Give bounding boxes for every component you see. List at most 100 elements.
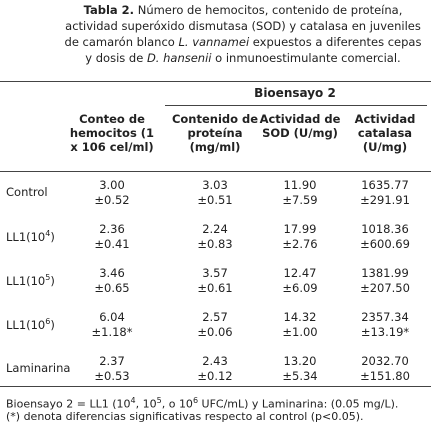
cell: 17.99 ±2.76: [256, 222, 344, 252]
footnote-text: , 10: [135, 397, 157, 411]
footnote: (*) denota diferencias significativas re…: [6, 410, 364, 423]
footnote-sup: 4: [130, 396, 136, 405]
cell-sd: ±0.12: [197, 369, 233, 383]
caption-species: D. hansenii: [146, 51, 212, 65]
caption-text: o inmunoestimulante comercial.: [211, 51, 401, 65]
footnote-sup: 5: [156, 396, 162, 405]
cell: 2.37 ±0.53: [68, 354, 156, 384]
cell: 2.57 ±0.06: [171, 310, 259, 340]
cell-sd: ±13.19*: [360, 325, 410, 339]
cell-mean: 13.20: [283, 354, 317, 368]
caption-text: expuestos a diferentes cepas y dosis de: [85, 35, 422, 65]
row-label: LL1(106): [6, 317, 55, 332]
column-header: Conteo de hemocitos (1 x 106 cel/ml): [69, 112, 155, 154]
row-label-sup: 6: [45, 317, 51, 326]
column-header: Actividad de SOD (U/mg): [259, 112, 341, 140]
cell-sd: ±0.61: [197, 281, 233, 295]
row-label: LL1(104): [6, 229, 55, 244]
row-label-text: Control: [6, 185, 48, 199]
footnote-text: , o 10: [161, 397, 193, 411]
cell: 12.47 ±6.09: [256, 266, 344, 296]
cell: 14.32 ±1.00: [256, 310, 344, 340]
row-label: LL1(105): [6, 273, 55, 288]
footnote-text: UFC/mL) y Laminarina: (0.05 mg/L).: [198, 397, 399, 411]
row-label-text: LL1(10: [6, 229, 46, 244]
cell-mean: 3.46: [99, 266, 125, 280]
row-label-text: ): [50, 317, 55, 332]
cell-mean: 3.57: [202, 266, 228, 280]
row-label-text: ): [50, 229, 55, 244]
row-label-text: ): [50, 273, 55, 288]
cell: 3.57 ±0.61: [171, 266, 259, 296]
cell-mean: 2.36: [99, 222, 125, 236]
cell-mean: 14.32: [283, 310, 317, 324]
row-label: Control: [6, 185, 48, 199]
cell: 2.24 ±0.83: [171, 222, 259, 252]
cell: 3.03 ±0.51: [171, 178, 259, 208]
cell-mean: 1635.77: [361, 178, 409, 192]
cell-mean: 17.99: [283, 222, 317, 236]
cell-sd: ±0.53: [94, 369, 130, 383]
header-rule: [0, 171, 431, 172]
cell: 2.36 ±0.41: [68, 222, 156, 252]
cell: 13.20 ±5.34: [256, 354, 344, 384]
cell-sd: ±0.83: [197, 237, 233, 251]
cell-sd: ±600.69: [360, 237, 410, 251]
row-label-sup: 4: [45, 229, 51, 238]
group-header: Bioensayo 2: [254, 86, 336, 100]
cell-sd: ±1.18*: [91, 325, 133, 339]
cell-mean: 11.90: [283, 178, 317, 192]
footnote-sup: 6: [192, 396, 199, 405]
cell: 3.00 ±0.52: [68, 178, 156, 208]
cell: 2357.34 ±13.19*: [341, 310, 429, 340]
caption-species: L. vannamei: [178, 35, 250, 49]
group-rule: [165, 105, 427, 106]
cell: 1635.77 ±291.91: [341, 178, 429, 208]
cell: 2.43 ±0.12: [171, 354, 259, 384]
footnote: Bioensayo 2 = LL1 (104, 105, o 106 UFC/m…: [6, 393, 398, 413]
cell-sd: ±7.59: [282, 193, 318, 207]
cell-sd: ±0.52: [94, 193, 130, 207]
cell-sd: ±1.00: [282, 325, 318, 339]
column-header: Contenido de proteína (mg/ml): [171, 112, 259, 154]
footnote-text: Bioensayo 2 = LL1 (10: [6, 397, 131, 411]
cell-mean: 12.47: [283, 266, 317, 280]
row-label-text: LL1(10: [6, 317, 46, 332]
cell-sd: ±6.09: [282, 281, 318, 295]
cell-mean: 6.04: [99, 310, 125, 324]
cell-mean: 3.00: [99, 178, 125, 192]
bottom-rule: [0, 386, 431, 387]
column-header: Actividad catalasa (U/mg): [354, 112, 416, 154]
cell: 2032.70 ±151.80: [341, 354, 429, 384]
cell-mean: 2.24: [202, 222, 228, 236]
cell-sd: ±5.34: [282, 369, 318, 383]
cell-sd: ±0.06: [197, 325, 233, 339]
cell-mean: 2357.34: [361, 310, 409, 324]
row-label-text: LL1(10: [6, 273, 46, 288]
cell: 1018.36 ±600.69: [341, 222, 429, 252]
cell-mean: 1381.99: [361, 266, 409, 280]
cell-sd: ±2.76: [282, 237, 318, 251]
cell-mean: 2.37: [99, 354, 125, 368]
caption-label: Tabla 2.: [83, 3, 135, 17]
cell-sd: ±151.80: [360, 369, 410, 383]
top-rule: [0, 81, 431, 82]
cell-mean: 2032.70: [361, 354, 409, 368]
cell-mean: 3.03: [202, 178, 228, 192]
cell-sd: ±0.51: [197, 193, 233, 207]
cell: 11.90 ±7.59: [256, 178, 344, 208]
cell-sd: ±291.91: [360, 193, 410, 207]
cell: 1381.99 ±207.50: [341, 266, 429, 296]
cell: 3.46 ±0.65: [68, 266, 156, 296]
row-label: Laminarina: [6, 361, 70, 375]
caption: Tabla 2. Número de hemocitos, contenido …: [60, 2, 426, 66]
cell: 6.04 ±1.18*: [68, 310, 156, 340]
caption-text: Número de hemocitos, contenido de proteí…: [64, 3, 421, 49]
cell-sd: ±207.50: [360, 281, 410, 295]
cell-mean: 1018.36: [361, 222, 409, 236]
cell-mean: 2.43: [202, 354, 228, 368]
cell-sd: ±0.65: [94, 281, 130, 295]
row-label-sup: 5: [45, 273, 51, 282]
cell-mean: 2.57: [202, 310, 228, 324]
